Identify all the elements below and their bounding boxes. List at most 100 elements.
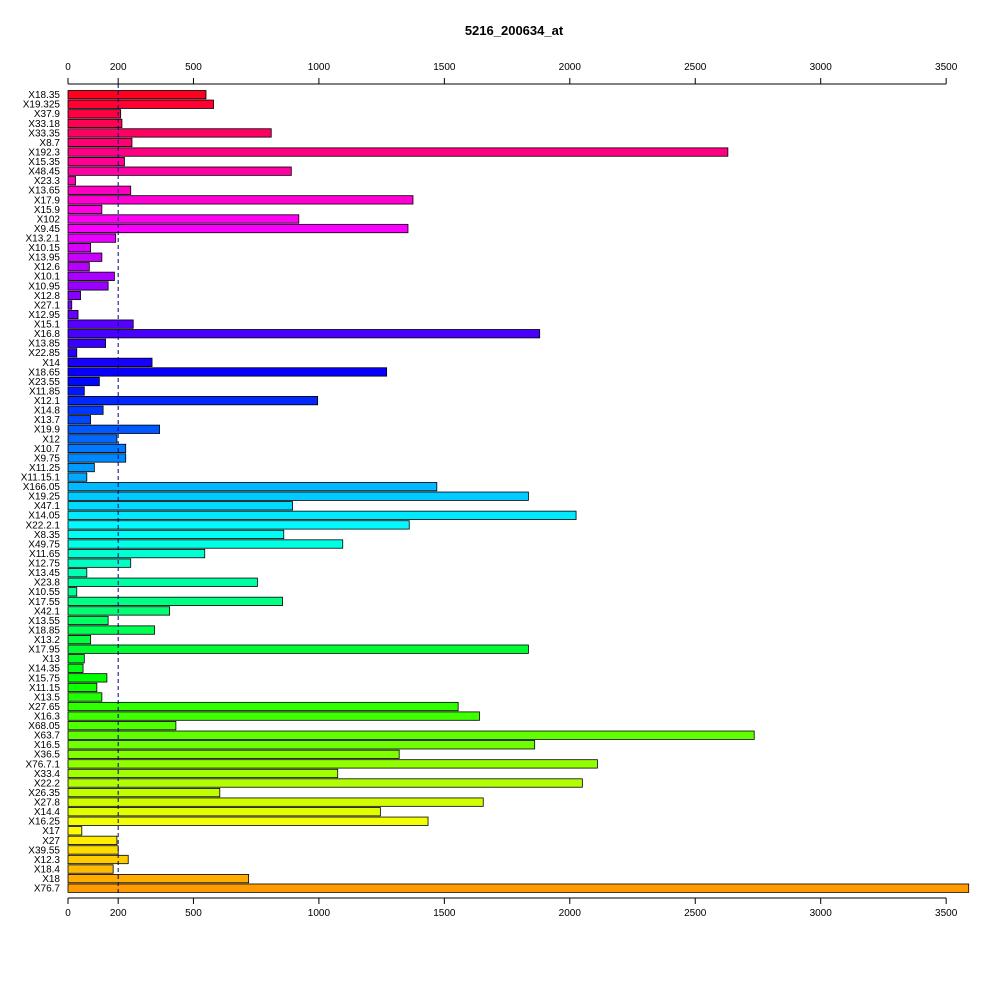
category-label-X12.6: X12.6 — [34, 262, 61, 273]
bar-X9.45 — [67, 223, 409, 234]
tick-label: 1000 — [308, 908, 331, 919]
category-label-X12.8: X12.8 — [34, 291, 61, 302]
bar-X13 — [67, 654, 85, 664]
bar-X192.3 — [67, 147, 729, 157]
bar-X33.35 — [67, 128, 272, 138]
category-label-X42.1: X42.1 — [34, 606, 61, 617]
category-label-X9.45: X9.45 — [34, 224, 61, 235]
category-label-X33.18: X33.18 — [28, 119, 60, 130]
category-label-X102: X102 — [37, 214, 61, 225]
bar-X26.35 — [67, 787, 221, 798]
bar-X14.8 — [67, 405, 104, 415]
category-label-X14.35: X14.35 — [28, 664, 60, 675]
bar-X12 — [67, 434, 118, 444]
chart-title: 5216_200634_at — [465, 23, 564, 38]
tick-label: 1000 — [308, 62, 331, 73]
category-label-X13.45: X13.45 — [28, 568, 60, 579]
bar-X15.75 — [67, 673, 108, 683]
bar-X39.55 — [67, 845, 119, 855]
tick-label: 200 — [110, 908, 127, 919]
category-label-X17.55: X17.55 — [28, 597, 60, 608]
tick-label: 2500 — [684, 908, 707, 919]
category-label-X27.1: X27.1 — [34, 300, 61, 311]
bar-group — [67, 90, 970, 893]
category-label-X16.5: X16.5 — [34, 740, 61, 751]
category-label-X18: X18 — [42, 874, 60, 885]
bar-X13.85 — [67, 338, 107, 348]
category-label-X12.3: X12.3 — [34, 855, 61, 866]
bar-X10.95 — [67, 281, 109, 291]
bar-X27.8 — [67, 797, 484, 807]
category-label-X49.75: X49.75 — [28, 539, 60, 550]
bar-X27.1 — [67, 300, 73, 310]
bar-X22.2 — [67, 778, 583, 788]
category-label-X16.25: X16.25 — [28, 817, 60, 828]
category-label-X63.7: X63.7 — [34, 731, 61, 742]
category-label-X12.1: X12.1 — [34, 396, 61, 407]
category-label-X13.2.1: X13.2.1 — [26, 234, 61, 245]
category-label-X33.4: X33.4 — [34, 769, 61, 780]
category-label-X17: X17 — [42, 826, 60, 837]
category-label-X11.25: X11.25 — [29, 463, 60, 474]
bar-X14 — [67, 357, 153, 367]
category-label-X10.1: X10.1 — [34, 272, 61, 283]
category-label-X37.9: X37.9 — [34, 109, 61, 120]
category-label-X48.45: X48.45 — [28, 167, 60, 178]
category-label-X13.65: X13.65 — [28, 186, 60, 197]
bar-X8.7 — [67, 137, 133, 148]
top-axis: 0 200 500 1000 1500 2000 2500 3000 3500 — [65, 62, 958, 85]
tick-label: 3500 — [935, 62, 958, 73]
bar-X10.7 — [67, 443, 127, 454]
tick-label: 2500 — [684, 62, 707, 73]
category-label-X19.25: X19.25 — [28, 492, 60, 503]
category-label-X19.325: X19.325 — [23, 100, 61, 111]
category-label-X15.75: X15.75 — [28, 673, 60, 684]
bar-X11.85 — [67, 386, 85, 396]
category-label-X10.95: X10.95 — [28, 281, 60, 292]
category-label-X68.05: X68.05 — [28, 721, 60, 732]
bar-X10.15 — [67, 243, 91, 253]
bar-X33.4 — [67, 768, 339, 779]
category-label-X10.15: X10.15 — [28, 243, 60, 254]
category-label-X15.9: X15.9 — [34, 205, 61, 216]
category-label-X23.55: X23.55 — [28, 377, 60, 388]
bar-X27 — [67, 835, 118, 845]
bar-X18.85 — [67, 625, 155, 635]
bar-X23.55 — [67, 376, 100, 387]
bar-X14.4 — [67, 807, 381, 817]
tick-label: 0 — [65, 908, 71, 919]
category-label-X13.95: X13.95 — [28, 253, 60, 264]
category-labels: X18.35X19.325X37.9X33.18X33.35X8.7X192.3… — [21, 90, 61, 894]
bottom-axis: 0 200 500 1000 1500 2000 2500 3000 3500 — [65, 897, 958, 919]
category-label-X166.05: X166.05 — [23, 482, 61, 493]
category-label-X14: X14 — [42, 358, 60, 369]
category-label-X8.35: X8.35 — [34, 530, 61, 541]
category-label-X17.95: X17.95 — [28, 645, 60, 656]
category-label-X10.55: X10.55 — [28, 587, 60, 598]
bar-X13.45 — [67, 568, 88, 578]
category-label-X18.4: X18.4 — [34, 864, 61, 875]
tick-label: 3000 — [810, 908, 833, 919]
bar-X13.5 — [67, 692, 103, 702]
tick-label: 0 — [65, 62, 71, 73]
bar-X11.15 — [67, 682, 98, 693]
bar-X76.7.1 — [67, 759, 598, 769]
category-label-X33.35: X33.35 — [28, 128, 60, 139]
category-label-X15.1: X15.1 — [34, 320, 61, 331]
category-label-X27: X27 — [42, 836, 60, 847]
bar-X13.55 — [67, 615, 109, 626]
tick-label: 200 — [110, 62, 127, 73]
bar-X8.35 — [67, 529, 285, 540]
bar-X13.65 — [67, 185, 132, 195]
category-label-X11.65: X11.65 — [29, 549, 60, 560]
bar-X18.35 — [67, 90, 207, 100]
bar-X15.35 — [67, 157, 125, 167]
bar-X12.1 — [67, 396, 319, 406]
bar-X22.2.1 — [67, 520, 410, 530]
category-label-X16.3: X16.3 — [34, 712, 61, 723]
category-label-X13.7: X13.7 — [34, 415, 61, 426]
category-label-X9.75: X9.75 — [34, 453, 61, 464]
category-label-X18.85: X18.85 — [28, 625, 60, 636]
category-label-X8.7: X8.7 — [39, 138, 60, 149]
